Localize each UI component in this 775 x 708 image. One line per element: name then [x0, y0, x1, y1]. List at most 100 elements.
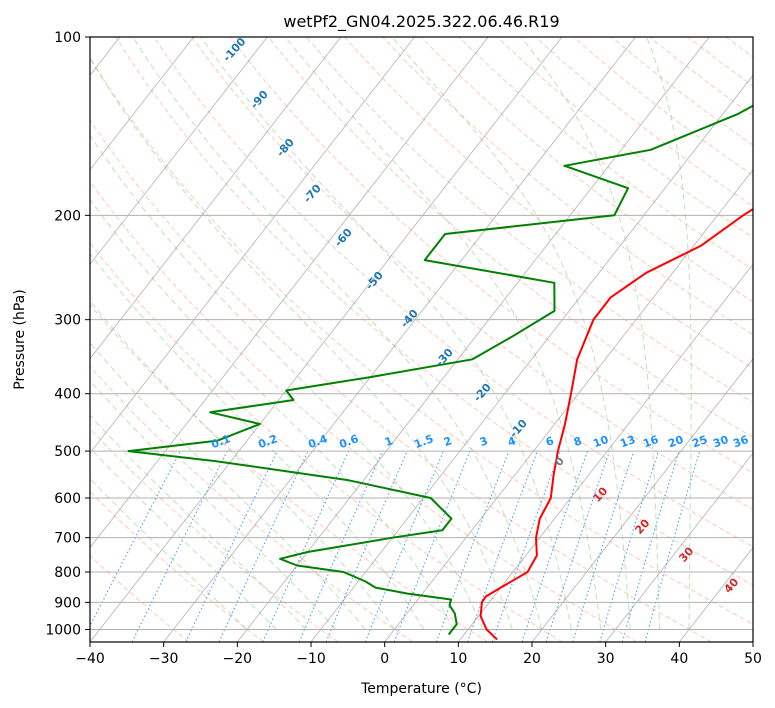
mixing-ratio-line	[545, 450, 611, 642]
dry-adiabat	[90, 490, 264, 642]
mixing-ratio-label: 25	[690, 433, 709, 450]
x-tick-label: −20	[223, 651, 253, 667]
moist-adiabat-label: 20	[632, 516, 652, 536]
isotherm	[237, 37, 710, 642]
isotherm	[90, 37, 415, 454]
isotherm	[605, 452, 753, 642]
dry-adiabat	[90, 554, 190, 642]
mixing-ratio-label: 2	[442, 434, 454, 449]
mixing-ratio-label: 13	[618, 433, 637, 450]
mixing-ratio-line	[599, 450, 659, 642]
moist-adiabat	[132, 37, 543, 630]
mixing-ratio-line	[393, 450, 471, 642]
moist-adiabat	[200, 37, 572, 630]
moist-adiabat	[90, 414, 307, 630]
dry-adiabat	[305, 37, 753, 403]
mixing-ratio-label: 4	[506, 434, 518, 449]
isotherm	[90, 37, 194, 171]
dry-adiabat	[496, 37, 753, 239]
dry-adiabat	[90, 119, 712, 642]
dry-adiabat-label: -90	[248, 88, 271, 112]
moist-adiabat	[90, 380, 336, 630]
mixing-ratio-label: 10	[591, 433, 610, 451]
mixing-ratio-label: 30	[711, 433, 730, 451]
x-tick-label: −40	[75, 651, 105, 667]
isotherm	[90, 37, 268, 265]
mixing-ratio-label: 1	[383, 434, 395, 449]
dry-adiabat-label: -70	[301, 182, 324, 206]
mixing-ratio-line	[325, 450, 408, 642]
y-tick-label: 500	[54, 444, 81, 460]
data-lines	[127, 104, 753, 641]
moist-adiabat	[285, 37, 602, 630]
chart-title: wetPf2_GN04.2025.322.06.46.R19	[283, 12, 559, 32]
y-tick-label: 300	[54, 313, 81, 329]
dry-adiabat	[90, 181, 638, 642]
mixing-ratio-line	[491, 450, 561, 642]
moist-adiabat	[90, 134, 484, 630]
isotherm	[310, 74, 753, 642]
mixing-ratio-line	[262, 450, 350, 642]
mixing-ratio-line	[621, 450, 680, 642]
moist-adiabat	[646, 37, 692, 630]
moist-adiabat	[520, 37, 661, 630]
y-tick-label: 900	[54, 595, 81, 611]
dry-adiabat	[90, 303, 488, 642]
dry-adiabat	[687, 37, 753, 87]
y-tick-label: 100	[54, 30, 81, 46]
y-tick-label: 800	[54, 565, 81, 581]
moist-adiabat	[90, 57, 513, 630]
moist-adiabat	[90, 342, 366, 630]
moist-adiabat	[90, 253, 425, 630]
temperature-line	[479, 207, 753, 641]
mixing-ratio-line	[90, 450, 181, 628]
dry-adiabat	[90, 242, 563, 642]
moist-adiabat	[90, 478, 248, 630]
x-tick-label: −10	[296, 651, 326, 667]
mixing-ratio-label: 0.6	[337, 432, 360, 451]
moist-adiabat	[90, 198, 454, 630]
x-tick-label: 40	[670, 651, 688, 667]
dry-adiabat	[229, 37, 753, 474]
mixing-ratio-line	[572, 450, 635, 642]
moist-adiabat-label: 40	[721, 575, 741, 595]
mixing-ratio-label: 20	[666, 433, 685, 451]
isotherm	[384, 169, 753, 642]
moist-adiabat-label: 10	[590, 484, 610, 504]
isotherm	[531, 358, 753, 642]
isotherm	[752, 641, 753, 642]
dry-adiabat-label: -50	[363, 269, 386, 293]
mixing-ratio-line	[364, 450, 444, 642]
mixing-ratio-label: 0.2	[256, 432, 279, 451]
mixing-ratio-line	[644, 450, 701, 642]
isotherm	[90, 37, 489, 549]
dewpoint-line	[127, 104, 753, 636]
dry-adiabat-label: -100	[220, 35, 248, 64]
mixing-ratio-line	[131, 450, 228, 642]
mixing-ratio-label: 8	[572, 434, 584, 449]
mixing-ratio-line	[185, 450, 278, 642]
x-tick-label: −30	[149, 651, 179, 667]
axes: −40 −30 −20 −10 0 10 20 30 40 5010020030040050060…	[45, 30, 762, 667]
x-axis-label: Temperature (°C)	[360, 681, 482, 697]
x-tick-label: 30	[597, 651, 615, 667]
x-tick-label: 20	[523, 651, 541, 667]
plot-frame	[89, 36, 754, 643]
mixing-ratio-line	[521, 450, 588, 642]
x-tick-label: 10	[449, 651, 467, 667]
moist-adiabat	[90, 300, 395, 630]
mixing-ratio-label: 0.1	[209, 432, 232, 451]
mixing-ratio-label: 3	[478, 434, 490, 449]
mixing-ratio-label: 0.4	[306, 432, 329, 451]
moist-adiabat	[391, 37, 631, 630]
x-tick-label: 0	[380, 651, 389, 667]
dry-adiabat	[420, 37, 753, 303]
line-labels: -100-90-80-70-60-50-40-30-20-10010203040…	[209, 35, 750, 596]
background-lines	[90, 37, 753, 642]
mixing-ratio-label: 16	[641, 433, 660, 451]
dry-adiabat-label: -40	[398, 307, 421, 331]
dry-adiabat	[115, 37, 753, 586]
mixing-ratio-line	[218, 450, 309, 642]
y-tick-label: 600	[54, 491, 81, 507]
